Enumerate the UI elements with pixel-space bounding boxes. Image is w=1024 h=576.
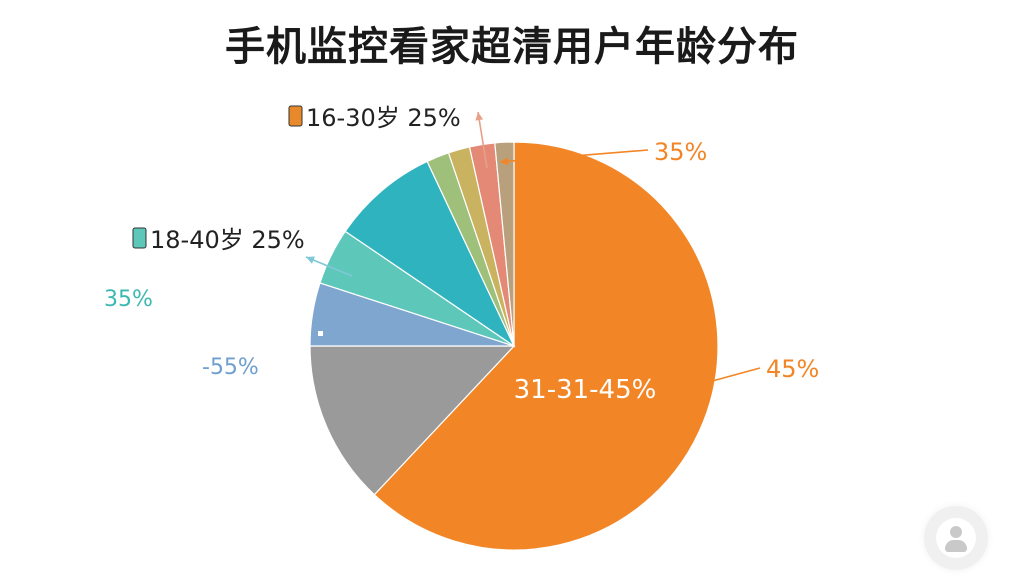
leader-arrow [500, 157, 509, 166]
slice-marker [318, 331, 323, 336]
annotation-label: 35% [104, 287, 153, 312]
watermark-avatar-icon [924, 506, 988, 570]
annotation-label: 35% [654, 138, 707, 166]
annotation-label: -55% [202, 355, 259, 380]
leader-line [477, 111, 488, 169]
annotation-label: 45% [766, 355, 819, 383]
annotation-label: 18-40岁 25% [150, 226, 305, 254]
leader-arrow [694, 380, 703, 388]
pie-slice [494, 141, 515, 347]
pie-slice [373, 141, 719, 551]
grid-icon [132, 227, 147, 249]
leader-arrow [475, 112, 484, 121]
annotation-label: 16-30岁 25% [306, 104, 461, 132]
pie-slice [344, 160, 516, 348]
leader-line [499, 149, 649, 163]
leader-line [693, 367, 761, 387]
leader-arrow [306, 256, 315, 264]
pie-labels: 31-31-45% 35% 45% 16-30岁 25% 18-40岁 25% 35% -5… [104, 104, 819, 405]
pie-slice [309, 345, 516, 496]
leader-line [305, 256, 353, 277]
leader-lines [305, 111, 761, 388]
book-icon [288, 105, 303, 127]
center-label: 31-31-45% [514, 375, 657, 405]
chart-title: 手机监控看家超清用户年龄分布 [225, 24, 799, 70]
pie-slices [309, 141, 719, 551]
